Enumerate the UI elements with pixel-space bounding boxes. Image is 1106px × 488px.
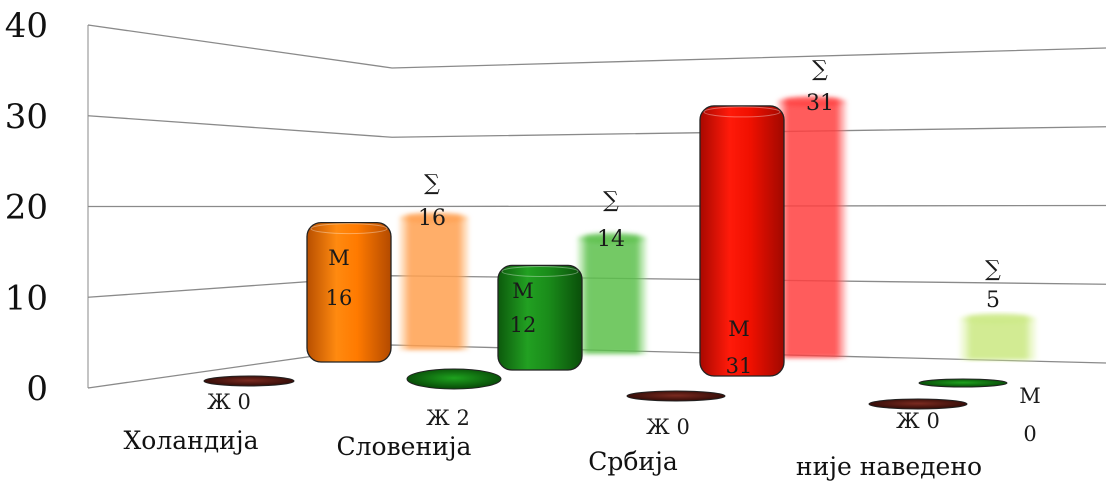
- m-series: [306, 105, 785, 377]
- category-label: није наведено: [796, 452, 982, 481]
- sum-bar-body: [777, 101, 847, 358]
- m-zero-label-symbol: М: [1019, 384, 1041, 408]
- z-disc: [626, 390, 726, 402]
- gridline: [87, 115, 1106, 138]
- sum-label-symbol: ∑: [603, 188, 619, 213]
- z-label: Ж 0: [207, 390, 251, 414]
- y-tick-label: 40: [5, 6, 48, 46]
- m-cylinder-highlight: [310, 223, 388, 235]
- m-label-value: 12: [510, 313, 537, 337]
- sum-bar-body: [399, 217, 469, 350]
- y-tick-label: 0: [26, 369, 48, 409]
- z-disc: [868, 398, 968, 410]
- sum-bar-body: [959, 318, 1037, 360]
- z-label: Ж 0: [646, 415, 690, 439]
- gridline: [88, 204, 1106, 208]
- m-zero-disc: [918, 378, 1008, 388]
- sum-label-symbol: ∑: [424, 171, 440, 196]
- m-label-value: 31: [726, 354, 753, 378]
- y-tick-label: 10: [5, 278, 48, 318]
- sum-bar-top: [777, 96, 847, 107]
- sum-bar: [399, 212, 469, 350]
- gridline: [87, 275, 1106, 298]
- z-disc: [406, 368, 502, 390]
- m-cylinder-highlight: [501, 265, 579, 277]
- z-label: Ж 0: [896, 409, 940, 433]
- sum-label-value: 31: [806, 91, 834, 116]
- gridline: [87, 24, 1106, 69]
- sum-bar-body: [577, 238, 647, 354]
- sum-bar-top: [577, 233, 647, 244]
- data-labels: М 16 М 12 М 31 Ж 0 Ж 2 Ж 0 Ж 0 ∑ 16 ∑ 14 ∑ 31 ∑ 5 М 0: [207, 57, 1041, 446]
- z-series: [203, 368, 1008, 410]
- m-cylinder: [497, 264, 583, 371]
- sum-label-symbol: ∑: [985, 257, 1001, 282]
- z-disc: [203, 375, 295, 387]
- y-tick-label: 20: [5, 188, 48, 228]
- sum-series: [399, 96, 1037, 360]
- category-labels: Холандија Словенија Србија није наведено: [123, 426, 982, 481]
- m-label-symbol: М: [328, 246, 350, 270]
- y-tick-label: 30: [5, 97, 48, 137]
- sum-bar: [959, 313, 1037, 360]
- sum-bar: [777, 96, 847, 358]
- sum-label-value: 5: [986, 288, 1000, 313]
- sum-bar: [577, 233, 647, 354]
- sum-label-symbol: ∑: [812, 57, 828, 82]
- sum-bar-top: [399, 212, 469, 223]
- m-label-value: 16: [326, 286, 353, 310]
- m-cylinder-body: [306, 221, 392, 363]
- gridlines: [87, 24, 1106, 389]
- m-cylinder-highlight: [703, 106, 781, 118]
- y-axis-tick-labels: 0 10 20 30 40: [5, 6, 48, 409]
- m-cylinder-body: [699, 105, 785, 377]
- z-label: Ж 2: [426, 406, 470, 430]
- category-label: Холандија: [123, 426, 258, 455]
- category-label: Србија: [588, 447, 678, 476]
- m-label-symbol: М: [512, 279, 534, 303]
- m-zero-label-value: 0: [1023, 422, 1036, 446]
- sum-bar-top: [959, 313, 1037, 324]
- m-cylinder: [306, 221, 392, 363]
- m-cylinder-body: [497, 264, 583, 371]
- sum-label-value: 16: [418, 206, 446, 231]
- sum-label-value: 14: [597, 227, 625, 252]
- category-label: Словенија: [337, 432, 472, 461]
- m-label-symbol: М: [728, 317, 750, 341]
- m-cylinder: [699, 105, 785, 377]
- gridline: [87, 344, 1106, 389]
